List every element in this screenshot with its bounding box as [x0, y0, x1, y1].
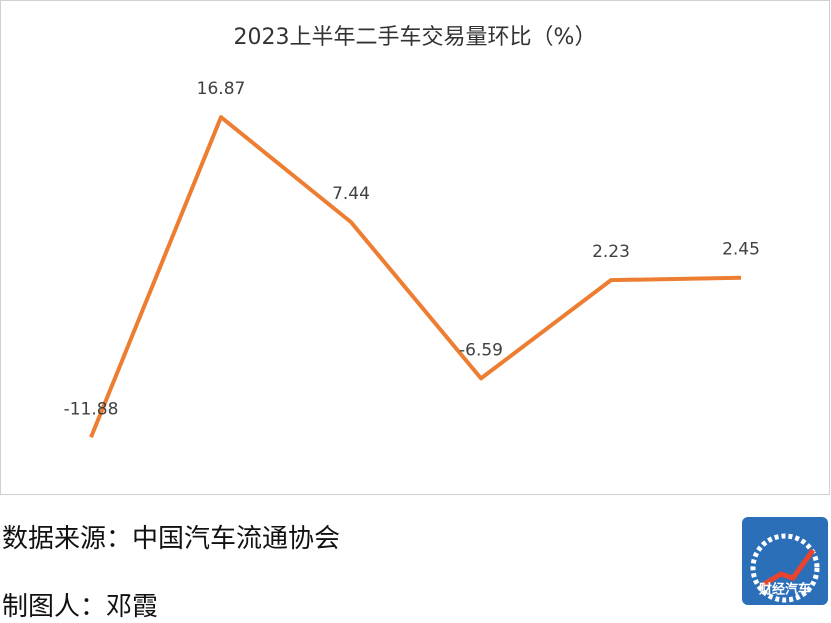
chart: 2023上半年二手车交易量环比（%） -11.88 16.87 7.44 -6.59 2… [0, 0, 830, 495]
logo-text: 财经汽车 [759, 582, 811, 598]
data-label: -6.59 [459, 340, 503, 360]
data-label: 16.87 [197, 79, 246, 99]
data-label: 2.45 [722, 240, 760, 260]
logo-dial [750, 533, 820, 603]
chart-title: 2023上半年二手车交易量环比（%） [234, 25, 597, 50]
line [89, 115, 742, 439]
data-label: 2.23 [592, 242, 630, 262]
chart-border [0, 0, 830, 495]
source: 数据来源：中国汽车流通协会 [2, 524, 341, 554]
data-label: -11.88 [64, 399, 119, 419]
author: 制图人：邓霞 [2, 592, 159, 622]
logo: 财经汽车 [742, 517, 828, 605]
data-label: 7.44 [332, 184, 370, 204]
logo-arrow [759, 548, 816, 589]
